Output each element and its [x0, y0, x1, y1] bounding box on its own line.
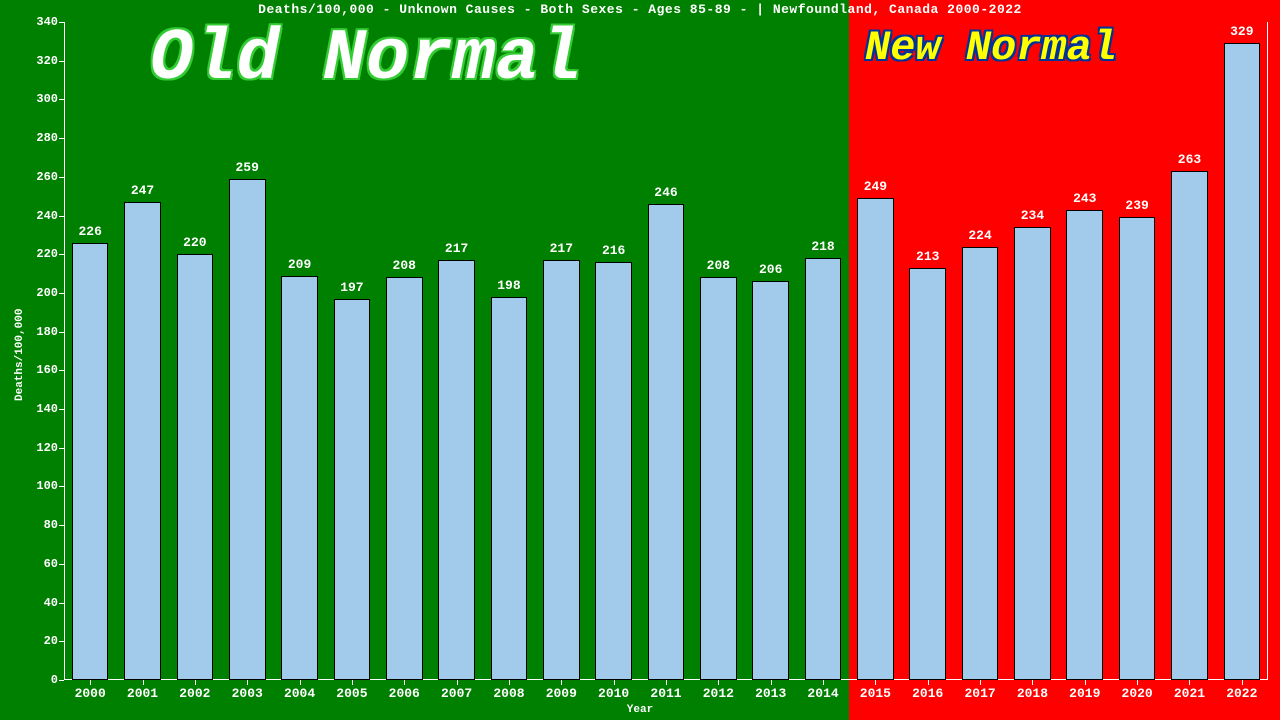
bar: [386, 277, 423, 680]
bar-value-label: 206: [759, 262, 782, 277]
bar: [1171, 171, 1208, 680]
bar: [909, 268, 946, 680]
bar-value-label: 217: [550, 241, 573, 256]
x-tick-mark: [614, 680, 615, 685]
bar: [752, 281, 789, 680]
bar-value-label: 216: [602, 243, 625, 258]
bar-value-label: 224: [968, 228, 991, 243]
bar: [1014, 227, 1051, 680]
bar: [72, 243, 109, 680]
bar-value-label: 208: [393, 258, 416, 273]
x-tick-mark: [509, 680, 510, 685]
y-tick-mark: [59, 370, 64, 371]
bar: [700, 277, 737, 680]
bar: [1119, 217, 1156, 680]
bar: [857, 198, 894, 680]
x-tick-mark: [143, 680, 144, 685]
chart-title: Deaths/100,000 - Unknown Causes - Both S…: [0, 2, 1280, 17]
x-tick-mark: [90, 680, 91, 685]
y-tick-mark: [59, 603, 64, 604]
y-tick-mark: [59, 680, 64, 681]
bar-value-label: 209: [288, 257, 311, 272]
bar: [962, 247, 999, 681]
x-tick-mark: [928, 680, 929, 685]
bar-value-label: 217: [445, 241, 468, 256]
bar-value-label: 259: [236, 160, 259, 175]
y-tick-mark: [59, 564, 64, 565]
y-tick-mark: [59, 293, 64, 294]
x-tick-mark: [404, 680, 405, 685]
y-tick-mark: [59, 332, 64, 333]
bar-value-label: 246: [654, 185, 677, 200]
bar-value-label: 226: [78, 224, 101, 239]
bar: [1066, 210, 1103, 680]
bar-value-label: 234: [1021, 208, 1044, 223]
old-normal-label: Old Normal: [150, 18, 582, 100]
x-tick-mark: [300, 680, 301, 685]
x-tick-mark: [718, 680, 719, 685]
y-tick-mark: [59, 409, 64, 410]
bar-value-label: 218: [811, 239, 834, 254]
bar-value-label: 247: [131, 183, 154, 198]
y-tick-mark: [59, 641, 64, 642]
bar: [491, 297, 528, 680]
x-tick-mark: [980, 680, 981, 685]
bar: [281, 276, 318, 680]
x-tick-mark: [561, 680, 562, 685]
bar: [334, 299, 371, 680]
bar: [595, 262, 632, 680]
bar-value-label: 213: [916, 249, 939, 264]
y-tick-mark: [59, 216, 64, 217]
bar: [648, 204, 685, 680]
y-tick-mark: [59, 448, 64, 449]
x-tick-mark: [1189, 680, 1190, 685]
y-tick-mark: [59, 177, 64, 178]
bar: [805, 258, 842, 680]
bar-value-label: 329: [1230, 24, 1253, 39]
x-tick-mark: [457, 680, 458, 685]
x-tick-mark: [1137, 680, 1138, 685]
x-tick-mark: [666, 680, 667, 685]
y-tick-mark: [59, 99, 64, 100]
bar-value-label: 249: [864, 179, 887, 194]
bar-value-label: 198: [497, 278, 520, 293]
bar-value-label: 243: [1073, 191, 1096, 206]
x-tick-mark: [195, 680, 196, 685]
y-tick-mark: [59, 22, 64, 23]
y-tick-mark: [59, 61, 64, 62]
bar: [543, 260, 580, 680]
x-tick-mark: [247, 680, 248, 685]
x-tick-mark: [1242, 680, 1243, 685]
bar-value-label: 239: [1125, 198, 1148, 213]
y-tick-mark: [59, 254, 64, 255]
bar-value-label: 208: [707, 258, 730, 273]
x-axis-label: Year: [627, 704, 653, 716]
bar-value-label: 197: [340, 280, 363, 295]
bar: [124, 202, 161, 680]
x-tick-mark: [771, 680, 772, 685]
y-tick-mark: [59, 138, 64, 139]
chart-plot-area: 0204060801001201401601802002202402602803…: [64, 22, 1268, 680]
x-tick-mark: [1085, 680, 1086, 685]
y-tick-mark: [59, 486, 64, 487]
x-tick-mark: [352, 680, 353, 685]
y-tick-mark: [59, 525, 64, 526]
x-tick-mark: [1032, 680, 1033, 685]
bar: [438, 260, 475, 680]
bar: [1224, 43, 1261, 680]
x-tick-mark: [875, 680, 876, 685]
bar-value-label: 263: [1178, 152, 1201, 167]
bar: [177, 254, 214, 680]
bar-value-label: 220: [183, 235, 206, 250]
bar: [229, 179, 266, 680]
x-tick-mark: [823, 680, 824, 685]
y-axis-label: Deaths/100,000: [14, 309, 26, 401]
y-axis-line: [64, 22, 65, 680]
y-axis-line-right: [1267, 22, 1268, 680]
new-normal-label: New Normal: [865, 24, 1117, 72]
